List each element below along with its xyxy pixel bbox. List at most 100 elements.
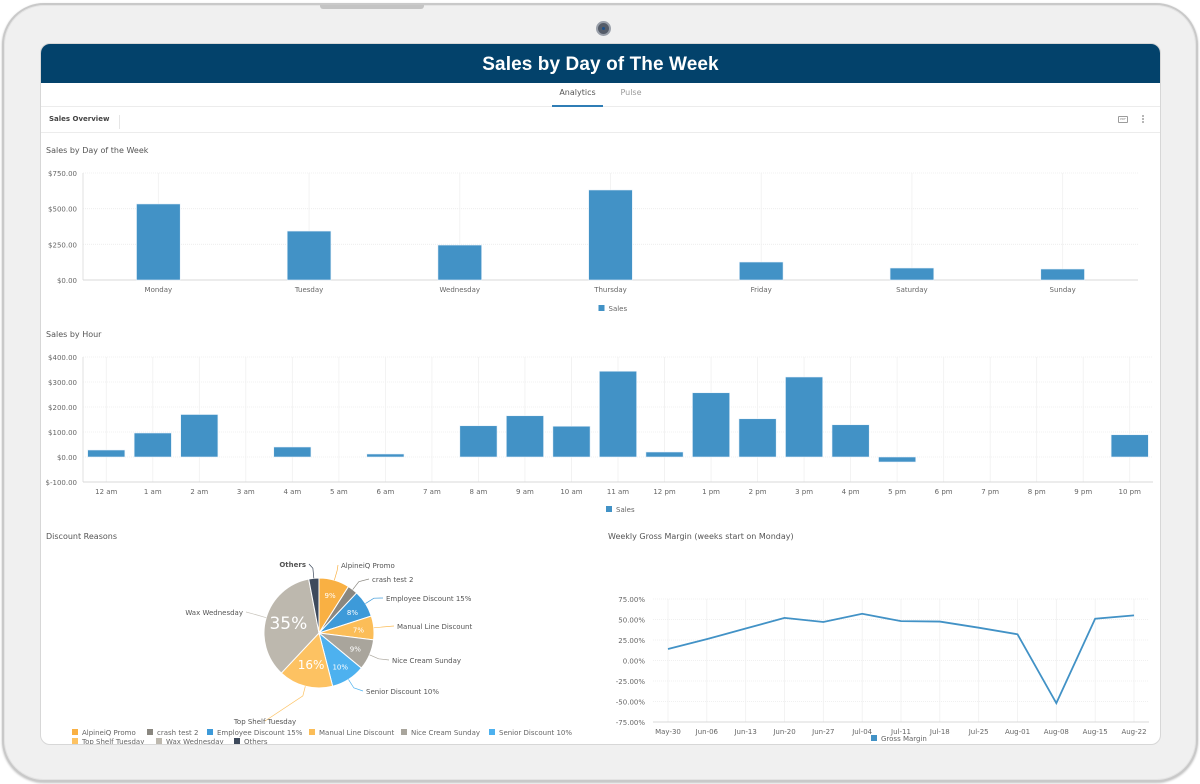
pie-value-label: 9%: [324, 592, 335, 600]
bar-9-am: [506, 415, 544, 458]
x-tick-label: Jul-25: [968, 728, 989, 736]
bar-8-am: [459, 425, 498, 458]
x-tick-label: 2 pm: [749, 488, 767, 496]
y-tick-label: $0.00: [57, 454, 77, 462]
camera-icon: [596, 21, 611, 36]
pie-callout-label: Nice Cream Sunday: [392, 657, 461, 665]
toolbar: Sales Overview PDF: [41, 107, 1160, 133]
x-tick-label: Aug-22: [1121, 728, 1146, 736]
x-tick-label: Jun-27: [811, 728, 834, 736]
y-tick-label: 75.00%: [618, 596, 645, 604]
pie-callout-label: Others: [279, 561, 306, 569]
bar-4-am: [273, 446, 312, 458]
pie-value-label: 8%: [347, 609, 358, 617]
legend-swatch: [234, 738, 240, 744]
legend-swatch: [147, 729, 153, 735]
pie-callout-label: Top Shelf Tuesday: [233, 718, 296, 726]
bar-6-am: [366, 453, 405, 458]
bar-11-am: [599, 370, 637, 458]
sales-by-day-chart: $0.00 $250.00 $500.00 $750.00 Monday Tuesday W…: [48, 170, 1138, 313]
pie-leader-line: [245, 611, 267, 618]
x-tick-label: 8 am: [470, 488, 488, 496]
pie-value-label: 9%: [350, 646, 361, 654]
legend-swatch: [309, 729, 315, 735]
x-tick-label: Jun-06: [695, 728, 719, 736]
more-vertical-icon[interactable]: [1142, 115, 1145, 125]
x-tick-label: Monday: [145, 286, 173, 294]
y-tick-label: $100.00: [48, 429, 77, 437]
legend-label: Manual Line Discount: [319, 729, 394, 737]
bar-4-pm: [831, 424, 870, 458]
x-tick-label: 6 am: [376, 488, 394, 496]
x-tick-label: Aug-08: [1044, 728, 1069, 736]
x-tick-label: 7 pm: [981, 488, 999, 496]
x-tick-label: 11 am: [607, 488, 629, 496]
legend-label: Employee Discount 15%: [217, 729, 303, 737]
legend-label: Nice Cream Sunday: [411, 729, 480, 737]
x-tick-label: 4 pm: [842, 488, 860, 496]
legend-swatch: [72, 729, 78, 735]
y-tick-label: 0.00%: [623, 658, 646, 666]
pie-leader-line: [369, 654, 390, 661]
page-title: Sales by Day of The Week: [482, 54, 719, 75]
x-tick-label: Jun-20: [772, 728, 795, 736]
bar-10-am: [552, 425, 591, 458]
pie-callout-label: Senior Discount 10%: [366, 688, 439, 696]
pie-leader-line: [308, 563, 315, 579]
legend-swatch: [606, 506, 612, 512]
chart-title-sales-by-hour: Sales by Hour: [46, 330, 102, 339]
legend-swatch: [598, 305, 605, 311]
x-tick-label: 4 am: [283, 488, 301, 496]
x-tick-label: May-30: [655, 728, 681, 736]
tab-analytics[interactable]: Analytics: [552, 88, 603, 107]
legend-label: Top Shelf Tuesday: [81, 738, 144, 745]
pie-value-label: 7%: [353, 626, 364, 634]
y-tick-label: $400.00: [48, 354, 77, 362]
bar-1-am: [133, 432, 172, 458]
pie-leader-line: [334, 564, 339, 581]
bar-5-pm: [878, 456, 917, 463]
section-tab-sales-overview[interactable]: Sales Overview: [49, 115, 121, 129]
chart-title-weekly-gross-margin: Weekly Gross Margin (weeks start on Mond…: [608, 532, 794, 541]
y-tick-label: $750.00: [48, 170, 77, 178]
x-tick-label: 1 pm: [702, 488, 720, 496]
pie-value-label: 35%: [269, 614, 307, 634]
legend-label: Others: [244, 738, 268, 745]
pie-value-label: 10%: [332, 663, 348, 671]
x-tick-label: 5 am: [330, 488, 348, 496]
y-tick-label: -25.00%: [616, 678, 646, 686]
pdf-export-icon[interactable]: PDF: [1118, 116, 1128, 123]
x-tick-label: 3 pm: [795, 488, 813, 496]
tab-bar: Analytics Pulse: [41, 83, 1160, 107]
sales-by-hour-chart: $-100.00 $0.00 $100.00 $200.00 $300.00 $400.0…: [46, 354, 1153, 514]
y-tick-label: -50.00%: [616, 699, 646, 707]
legend-label: AlpineiQ Promo: [82, 729, 136, 737]
bar-12-pm: [645, 451, 684, 458]
tab-pulse[interactable]: Pulse: [620, 88, 642, 97]
x-tick-label: 1 am: [144, 488, 162, 496]
weekly-gross-margin-chart: -75.00% -50.00% -25.00% 0.00% 25.00% 50.00% 75…: [616, 596, 1149, 743]
legend-label: Sales: [616, 506, 635, 514]
x-tick-label: Saturday: [896, 286, 928, 294]
chart-title-sales-by-day: Sales by Day of the Week: [46, 146, 149, 155]
pie-leader-line: [373, 625, 395, 629]
x-tick-label: Jun-13: [733, 728, 756, 736]
y-tick-label: $200.00: [48, 404, 77, 412]
x-tick-label: Jul-04: [851, 728, 872, 736]
x-tick-label: 10 am: [560, 488, 582, 496]
dashboard-screen: Sales by Day of The Week Analytics Pulse…: [40, 43, 1161, 745]
legend-swatch: [489, 729, 495, 735]
bar-12-am: [87, 449, 126, 458]
x-tick-label: 9 pm: [1074, 488, 1092, 496]
legend-swatch: [72, 738, 78, 744]
pie-slice-top-shelf-tuesday: [280, 631, 334, 689]
legend-swatch: [156, 738, 162, 744]
y-tick-label: $500.00: [48, 206, 77, 214]
x-tick-label: 8 pm: [1028, 488, 1046, 496]
x-tick-label: Friday: [751, 286, 772, 294]
x-tick-label: Tuesday: [294, 286, 323, 294]
legend-label: Gross Margin: [881, 735, 927, 743]
y-tick-label: -75.00%: [616, 719, 646, 727]
x-tick-label: Aug-15: [1083, 728, 1108, 736]
header-bar: Sales by Day of The Week: [41, 44, 1160, 83]
